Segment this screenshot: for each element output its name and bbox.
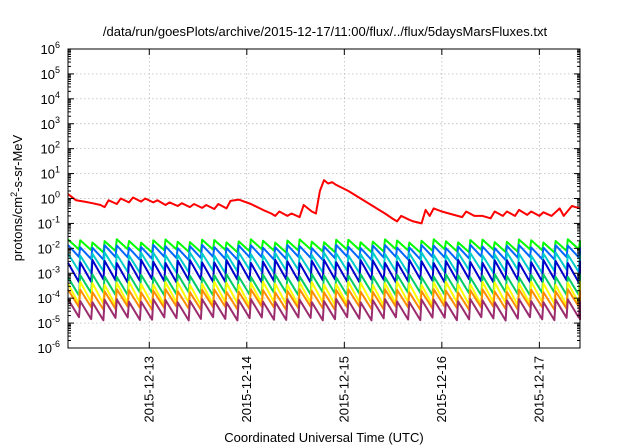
y-tick-label: 10-5 (38, 314, 60, 331)
series-line-1 (67, 179, 581, 225)
y-tick-label: 10-3 (38, 264, 60, 281)
series-layer (67, 179, 581, 322)
series-line-8 (67, 288, 581, 311)
y-tick-label-base: 10 (38, 241, 52, 256)
y-tick-label: 106 (41, 40, 60, 57)
y-tick-label-exponent: -2 (52, 239, 60, 249)
axis-layer: 10-610-510-410-310-210-11001011021031041… (38, 40, 580, 423)
y-tick-label-base: 10 (41, 67, 55, 82)
y-tick-label-base: 10 (38, 316, 52, 331)
x-tick-label: 2015-12-15 (336, 356, 351, 423)
y-tick-label: 102 (41, 140, 60, 157)
y-tick-label-exponent: -4 (52, 289, 60, 299)
chart-title: /data/run/goesPlots/archive/2015-12-17/1… (103, 24, 548, 39)
y-tick-label-base: 10 (41, 192, 55, 207)
y-axis-label-main: protons/cm (10, 197, 25, 261)
y-tick-label: 10-6 (38, 339, 60, 356)
y-tick-label-exponent: 2 (55, 140, 60, 150)
y-tick-label-exponent: 3 (55, 115, 60, 125)
y-tick-label-base: 10 (41, 117, 55, 132)
y-axis-label-tail: -s-sr-MeV (10, 134, 25, 191)
y-tick-label-base: 10 (41, 167, 55, 182)
y-tick-label-base: 10 (41, 92, 55, 107)
y-tick-label: 103 (41, 115, 60, 132)
series-line-7 (67, 280, 581, 307)
y-tick-label: 10-1 (38, 214, 60, 231)
y-tick-label-exponent: 1 (55, 165, 60, 175)
x-axis-label: Coordinated Universal Time (UTC) (224, 430, 423, 445)
series-line-5 (67, 258, 581, 284)
y-tick-label-exponent: -3 (52, 264, 60, 274)
series-line-9 (67, 298, 581, 322)
y-tick-label-exponent: 6 (55, 40, 60, 50)
y-axis-label: protons/cm2-s-sr-MeV (9, 134, 25, 261)
y-tick-label-exponent: -1 (52, 214, 60, 224)
y-tick-label: 104 (41, 90, 60, 107)
y-tick-label-base: 10 (38, 266, 52, 281)
y-tick-label-base: 10 (38, 291, 52, 306)
x-tick-label: 2015-12-13 (141, 356, 156, 423)
y-tick-label-base: 10 (41, 142, 55, 157)
y-tick-label-exponent: 0 (55, 190, 60, 200)
y-tick-label-exponent: 4 (55, 90, 60, 100)
y-tick-label-base: 10 (38, 216, 52, 231)
y-tick-label: 10-2 (38, 239, 60, 256)
y-tick-label-base: 10 (41, 42, 55, 57)
y-tick-label: 10-4 (38, 289, 60, 306)
series-line-4 (67, 251, 581, 274)
series-line-3 (67, 243, 581, 261)
x-tick-label: 2015-12-17 (531, 356, 546, 423)
series-line-6 (67, 273, 581, 297)
x-tick-label: 2015-12-16 (434, 356, 449, 423)
y-tick-label-exponent: -6 (52, 339, 60, 349)
y-tick-label-exponent: 5 (55, 65, 60, 75)
y-axis-label-sup: 2 (9, 192, 19, 197)
y-tick-label-base: 10 (38, 341, 52, 356)
y-tick-label: 101 (41, 165, 60, 182)
x-tick-label: 2015-12-14 (239, 356, 254, 423)
y-tick-label: 105 (41, 65, 60, 82)
series-line-2 (67, 238, 581, 254)
y-tick-label-exponent: -5 (52, 314, 60, 324)
y-tick-label: 100 (41, 190, 60, 207)
